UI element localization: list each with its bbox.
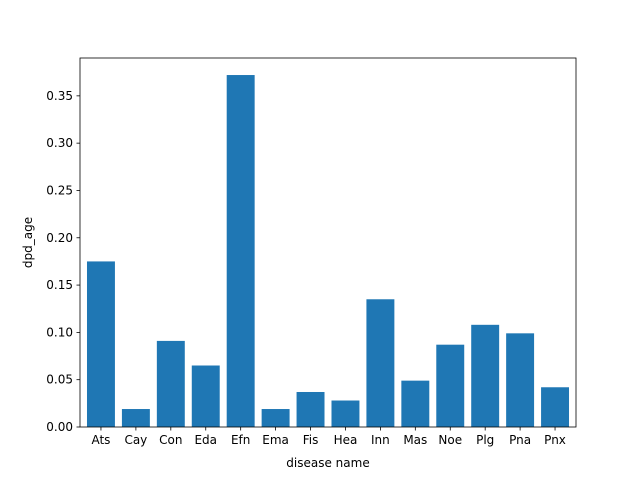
y-axis: 0.00 0.05 0.10 0.15 0.20 0.25 0.30 0.35 <box>46 89 80 434</box>
y-tick-label: 0.35 <box>46 89 73 103</box>
bar-cay <box>121 409 150 427</box>
y-tick-label: 0.00 <box>46 420 73 434</box>
bar-efn <box>226 75 255 428</box>
bar-pna <box>506 333 535 427</box>
x-tick-label: Noe <box>438 433 462 447</box>
bar-eda <box>191 365 220 427</box>
bar-ema <box>261 409 290 427</box>
x-tick-label: Eda <box>194 433 217 447</box>
x-tick-label: Inn <box>371 433 390 447</box>
y-axis-label: dpd_age <box>21 217 35 268</box>
x-tick-label: Plg <box>476 433 494 447</box>
x-tick-label: Mas <box>403 433 427 447</box>
x-tick-label: Ema <box>262 433 289 447</box>
y-tick-label: 0.05 <box>46 373 73 387</box>
y-tick-label: 0.10 <box>46 325 73 339</box>
bar-pnx <box>541 387 570 427</box>
y-tick-label: 0.15 <box>46 278 73 292</box>
x-tick-label: Con <box>159 433 182 447</box>
bar-plg <box>471 324 500 427</box>
y-tick-label: 0.20 <box>46 231 73 245</box>
bar-noe <box>436 344 465 427</box>
y-tick-label: 0.30 <box>46 136 73 150</box>
bar-con <box>156 340 185 427</box>
x-tick-label: Pna <box>509 433 531 447</box>
x-tick-label: Ats <box>91 433 110 447</box>
bar-mas <box>401 380 430 427</box>
x-axis-label: disease name <box>286 456 369 470</box>
bar-hea <box>331 400 360 427</box>
bars-layer <box>86 75 570 428</box>
x-tick-label: Cay <box>124 433 147 447</box>
x-tick-label: Hea <box>334 433 358 447</box>
x-axis: Ats Cay Con Eda Efn Ema Fis Hea Inn Mas Noe Plg Pna P… <box>91 427 566 447</box>
bar-fis <box>296 391 325 427</box>
bar-ats <box>86 261 115 427</box>
y-tick-label: 0.25 <box>46 183 73 197</box>
x-tick-label: Pnx <box>544 433 566 447</box>
bar-inn <box>366 299 395 427</box>
x-tick-label: Fis <box>303 433 319 447</box>
x-tick-label: Efn <box>231 433 250 447</box>
plot-frame <box>79 57 577 428</box>
